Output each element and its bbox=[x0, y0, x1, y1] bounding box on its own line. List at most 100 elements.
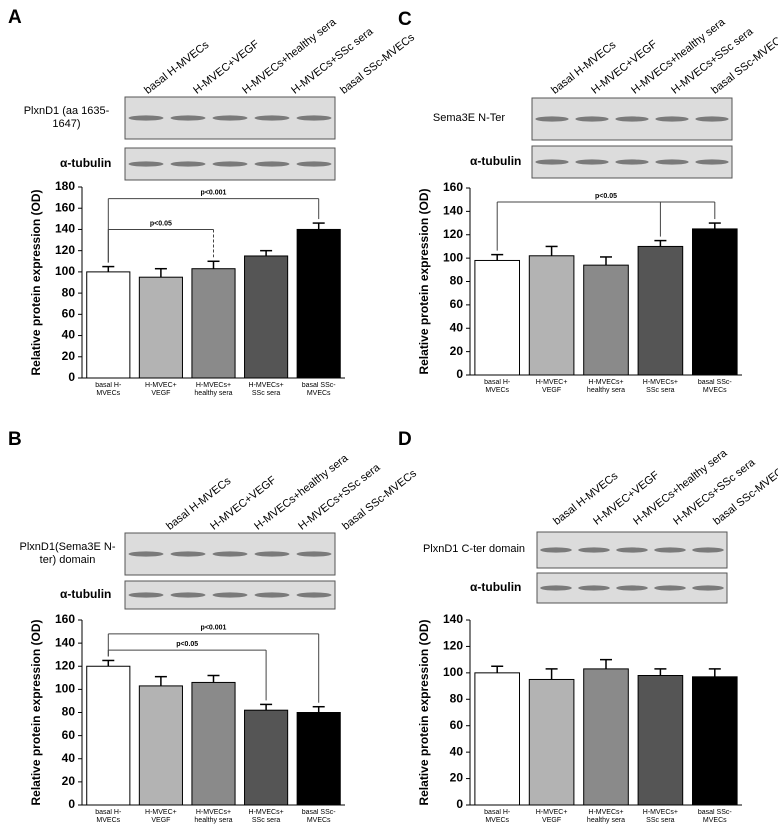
category-box: basal SSc-MVECs bbox=[302, 809, 336, 824]
bar bbox=[474, 259, 521, 376]
category-box: basal SSc-MVECs bbox=[698, 379, 732, 394]
y-tick-label: 20 bbox=[62, 774, 76, 788]
panel-letter: B bbox=[8, 429, 22, 450]
y-tick-label: 140 bbox=[55, 222, 75, 236]
x-tick-label: H-MVECs+ healthy sera bbox=[586, 809, 626, 825]
category-box: basal H-MVECs bbox=[484, 809, 511, 825]
category-box: H-MVEC+ VEGF bbox=[535, 379, 568, 395]
band bbox=[170, 592, 206, 598]
blot-label-box: PlxnD1(Sema3E N-ter) domain bbox=[19, 540, 116, 566]
y-tick-label: 20 bbox=[62, 349, 76, 363]
category-box: H-MVECs+ SSc sera bbox=[642, 809, 678, 825]
y-tick-label: 0 bbox=[456, 367, 463, 381]
bar bbox=[86, 271, 131, 379]
band bbox=[170, 161, 206, 167]
band bbox=[296, 161, 332, 167]
bar bbox=[296, 228, 341, 379]
band bbox=[615, 159, 649, 165]
panel-letter: D bbox=[398, 429, 412, 450]
blot-label: Sema3E N-Ter bbox=[432, 112, 506, 125]
category-box: H-MVEC+ VEGF bbox=[536, 809, 568, 824]
lane-label: basal H-MVECs bbox=[551, 470, 620, 528]
band bbox=[212, 161, 248, 167]
band bbox=[535, 159, 569, 165]
annotation: p<0.05 bbox=[595, 193, 617, 200]
y-tick-label: 60 bbox=[62, 728, 76, 742]
x-tick-label: H-MVECs+ SSc sera bbox=[248, 809, 284, 825]
x-tick-label: basal H-MVECs bbox=[484, 809, 511, 825]
band bbox=[128, 592, 164, 598]
y-tick-label: 100 bbox=[443, 665, 463, 679]
category-box: H-MVECs+ healthy sera bbox=[586, 809, 626, 825]
y-tick-label: 160 bbox=[55, 200, 75, 214]
y-tick-label: 80 bbox=[62, 705, 76, 719]
category-box: H-MVECs+ SSc sera bbox=[248, 382, 284, 398]
annotation: p<0.001 bbox=[201, 190, 227, 197]
blot-label: PlxnD1 (aa 1635-1647) bbox=[23, 104, 110, 130]
band bbox=[128, 115, 164, 121]
bar bbox=[637, 245, 684, 376]
category-box: H-MVECs+ healthy sera bbox=[194, 382, 233, 398]
x-tick-label: H-MVECs+ SSc sera bbox=[642, 809, 678, 825]
x-tick-label: H-MVECs+ SSc sera bbox=[248, 382, 284, 398]
x-tick-label: H-MVECs+ healthy sera bbox=[194, 809, 233, 825]
y-tick-label: 80 bbox=[450, 691, 464, 705]
x-tick-label: basal H-MVECs bbox=[484, 379, 511, 395]
lane-label: H-MVECs+SSc sera bbox=[289, 25, 376, 97]
blot-label: α-tubulin bbox=[470, 580, 521, 594]
category-box: basal SSc-MVECs bbox=[697, 809, 732, 825]
bar bbox=[244, 255, 289, 379]
band bbox=[296, 551, 332, 557]
band bbox=[296, 592, 332, 598]
y-tick-label: 160 bbox=[443, 180, 463, 194]
band bbox=[575, 159, 609, 165]
x-tick-label: H-MVECs+ healthy sera bbox=[194, 382, 233, 398]
bar bbox=[244, 709, 289, 806]
band bbox=[296, 115, 332, 121]
y-tick-label: 100 bbox=[443, 250, 463, 264]
x-tick-label: H-MVEC+ VEGF bbox=[535, 379, 568, 395]
category-box: basal H-MVECs bbox=[95, 382, 122, 398]
blot-label: α-tubulin bbox=[470, 154, 521, 168]
x-tick-label: H-MVECs+ healthy sera bbox=[586, 379, 626, 395]
x-tick-label: H-MVECs+ SSc sera bbox=[642, 379, 678, 395]
y-tick-label: 140 bbox=[443, 204, 463, 218]
x-tick-label: basal SSc-MVECs bbox=[301, 382, 336, 398]
y-tick-label: 120 bbox=[55, 658, 75, 672]
y-tick-label: 80 bbox=[62, 285, 76, 299]
annotation: p<0.05 bbox=[176, 641, 198, 648]
x-tick-label: basal H-MVECs bbox=[95, 382, 122, 398]
bar bbox=[474, 672, 521, 806]
band bbox=[578, 547, 610, 553]
bar bbox=[296, 712, 341, 806]
y-tick-label: 40 bbox=[450, 744, 464, 758]
y-tick-label: 0 bbox=[68, 797, 75, 811]
bar bbox=[583, 668, 629, 806]
y-tick-label: 20 bbox=[450, 771, 464, 785]
band bbox=[615, 116, 649, 122]
x-tick-label: H-MVEC+ VEGF bbox=[145, 382, 177, 398]
panel-letter: A bbox=[8, 7, 22, 28]
band bbox=[692, 547, 724, 553]
annotation: p<0.05 bbox=[150, 220, 172, 227]
y-tick-label: 160 bbox=[55, 612, 75, 626]
band bbox=[170, 551, 206, 557]
blot-label: PlxnD1 C-ter domain bbox=[422, 543, 526, 556]
x-tick-label: basal SSc-MVECs bbox=[697, 809, 732, 825]
band bbox=[692, 585, 724, 591]
bar bbox=[691, 228, 738, 376]
band bbox=[212, 551, 248, 557]
band bbox=[654, 585, 686, 591]
category-box: basal SSc-MVECs bbox=[301, 382, 336, 398]
bar bbox=[637, 675, 684, 806]
lane-label: H-MVECs+SSc sera bbox=[296, 461, 383, 533]
bar bbox=[528, 678, 575, 806]
blot-label: PlxnD1(Sema3E N-ter) domain bbox=[19, 540, 116, 566]
bar bbox=[583, 264, 629, 376]
x-tick-label: H-MVEC+ VEGF bbox=[145, 809, 177, 825]
lane-label: basal H-MVECs bbox=[549, 39, 618, 97]
y-axis-label: Relative protein expression (OD) bbox=[29, 619, 43, 805]
band bbox=[575, 116, 609, 122]
y-tick-label: 120 bbox=[443, 639, 463, 653]
